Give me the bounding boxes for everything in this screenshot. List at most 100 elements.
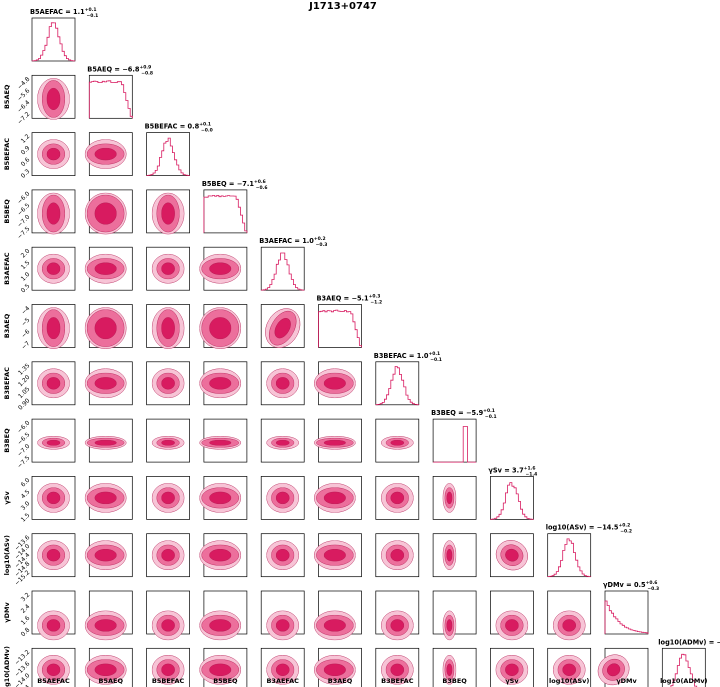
panel-4-0: 2.01.51.00.5 B3AEFAC (3, 246, 76, 294)
contour-10-9-2 (563, 619, 576, 631)
param-title-2: B5BEFAC = 0.8+0.1 −0.0 (145, 122, 213, 134)
xlabel-3: B5BEQ (213, 677, 238, 685)
param-title-sub-2: −0.0 (201, 128, 213, 134)
contour-1-0-2 (47, 88, 60, 110)
ytick-5-1: −5 (20, 317, 31, 328)
panel-8-0: 6.04.53.01.5 γSv (3, 476, 76, 524)
contour-7-0-2 (47, 440, 60, 445)
contour-9-5-2 (324, 549, 346, 561)
contour-11-3-2 (209, 664, 231, 676)
panel-9-6 (375, 533, 420, 578)
panel-6-6: B3BEFAC = 1.0+0.1 −0.1 (374, 351, 442, 406)
contour-10-8-2 (505, 619, 518, 631)
panel-2-1 (85, 132, 133, 176)
hist-5 (318, 309, 362, 348)
panel-9-1 (85, 533, 133, 578)
xlabel-6: B3BEFAC (381, 677, 414, 685)
panel-11-6: 0.901.051.201.35B3BEFAC (375, 647, 420, 687)
ytick-4-1: 1.5 (20, 259, 32, 271)
param-title-0: B5AEFAC = 1.1+0.1 −0.1 (30, 7, 98, 19)
param-title-sub-0: −0.1 (86, 13, 98, 19)
ytick-2-3: 0.3 (20, 168, 32, 180)
ylabel-4: B3AEFAC (3, 252, 11, 285)
ytick-6-2: 1.05 (17, 385, 32, 400)
panel-7-5 (314, 418, 362, 463)
contour-3-1-2 (95, 203, 117, 225)
contour-11-10-2 (605, 661, 623, 678)
panel-8-6 (375, 476, 420, 520)
xlabel-9: log10(ASv) (549, 677, 589, 685)
ytick-10-0: 3.2 (20, 591, 32, 603)
param-title-sup-7: +0.1 (483, 408, 495, 414)
contour-5-3-2 (209, 317, 231, 339)
contour-8-3-2 (209, 492, 231, 504)
param-title-sub-6: −0.1 (430, 357, 442, 363)
param-title-sub-4: −0.3 (316, 242, 328, 248)
panel-10-1 (85, 590, 133, 640)
xlabel-8: γSv (505, 677, 519, 685)
panel-4-1 (85, 246, 133, 291)
contour-8-7-2 (447, 492, 452, 504)
panel-3-1 (85, 189, 133, 234)
panel-5-3 (200, 304, 248, 349)
param-title-sub-8: −1.4 (525, 471, 537, 477)
contour-11-1-2 (95, 664, 117, 676)
contour-11-8-2 (505, 664, 518, 676)
ytick-5-2: −6 (20, 328, 31, 339)
panel-11-8: 1.53.04.56.0γSv (490, 647, 534, 687)
panel-9-5 (314, 533, 362, 578)
panel-10-10: γDMv = 0.5+0.6 −0.3 (603, 580, 659, 635)
hist-frame-0 (31, 17, 76, 62)
ylabel-5: B3AEQ (3, 313, 11, 338)
panel-7-3 (200, 418, 248, 463)
ytick-8-3: 1.5 (20, 512, 32, 524)
param-title-4: B3AEFAC = 1.0+0.2 −0.3 (259, 236, 327, 248)
param-title-sub-9: −0.2 (620, 529, 632, 535)
param-title-7: B3BEQ = −5.9+0.1 −0.1 (431, 408, 497, 420)
panel-10-6 (375, 590, 420, 640)
panel-grid: B5AEFAC = 1.1+0.1 −0.1 −4.8−5.6−6.4−7.2B5A… (3, 7, 720, 687)
contour-3-2-2 (161, 203, 174, 225)
contour-8-6-2 (391, 492, 404, 504)
contour-4-0-2 (47, 263, 60, 275)
xlabel-2: B5BEFAC (152, 677, 185, 685)
panel-8-3 (200, 476, 248, 520)
hist-6 (375, 366, 420, 406)
ytick-5-0: −4 (20, 305, 31, 316)
contour-8-1-2 (95, 492, 117, 504)
contour-9-8-2 (503, 547, 520, 564)
contour-10-3-2 (209, 619, 231, 631)
panel-6-3 (200, 361, 248, 406)
contour-9-4-2 (276, 549, 289, 561)
contour-10-2-2 (161, 619, 174, 631)
ytick-8-2: 3.0 (20, 500, 32, 512)
ytick-2-2: 0.6 (20, 156, 32, 168)
param-title-8: γSv = 3.7+1.6 −1.4 (488, 465, 537, 477)
hist-frame-3 (203, 189, 248, 234)
panel-11-11: log10(ADMv) = −13.8+0.2−0.3−14.4−14.0−13… (658, 637, 720, 687)
panel-5-0: −4−5−6−7 B3AEQ (3, 304, 76, 351)
ytick-4-2: 1.0 (20, 271, 32, 283)
contour-7-6-2 (391, 440, 404, 445)
panel-10-9 (547, 590, 592, 640)
param-title-sup-1: +0.9 (139, 64, 151, 70)
hist-8 (490, 482, 534, 520)
panel-11-2: 0.60.91.2B5BEFAC (146, 647, 190, 687)
hist-1 (88, 80, 133, 119)
xlabel-11: log10(ADMv) (660, 677, 707, 685)
panel-7-1 (85, 418, 133, 463)
param-title-11: log10(ADMv) = −13.8+0.2−0.3 (658, 637, 720, 649)
param-title-sup-9: +0.2 (618, 523, 630, 529)
panel-9-9: log10(ASv) = −14.5+0.2 −0.2 (546, 523, 632, 578)
ytick-6-1: 1.20 (17, 374, 32, 389)
ytick-10-2: 1.6 (20, 615, 32, 627)
param-title-5: B3AEQ = −5.1+0.3 −1.2 (317, 294, 383, 306)
panel-10-4 (260, 590, 305, 640)
panel-10-8 (490, 590, 534, 640)
panel-8-1 (85, 476, 133, 520)
contour-4-2-2 (161, 263, 174, 275)
panel-3-3: B5BEQ = −7.1+0.6 −0.6 (202, 179, 267, 234)
